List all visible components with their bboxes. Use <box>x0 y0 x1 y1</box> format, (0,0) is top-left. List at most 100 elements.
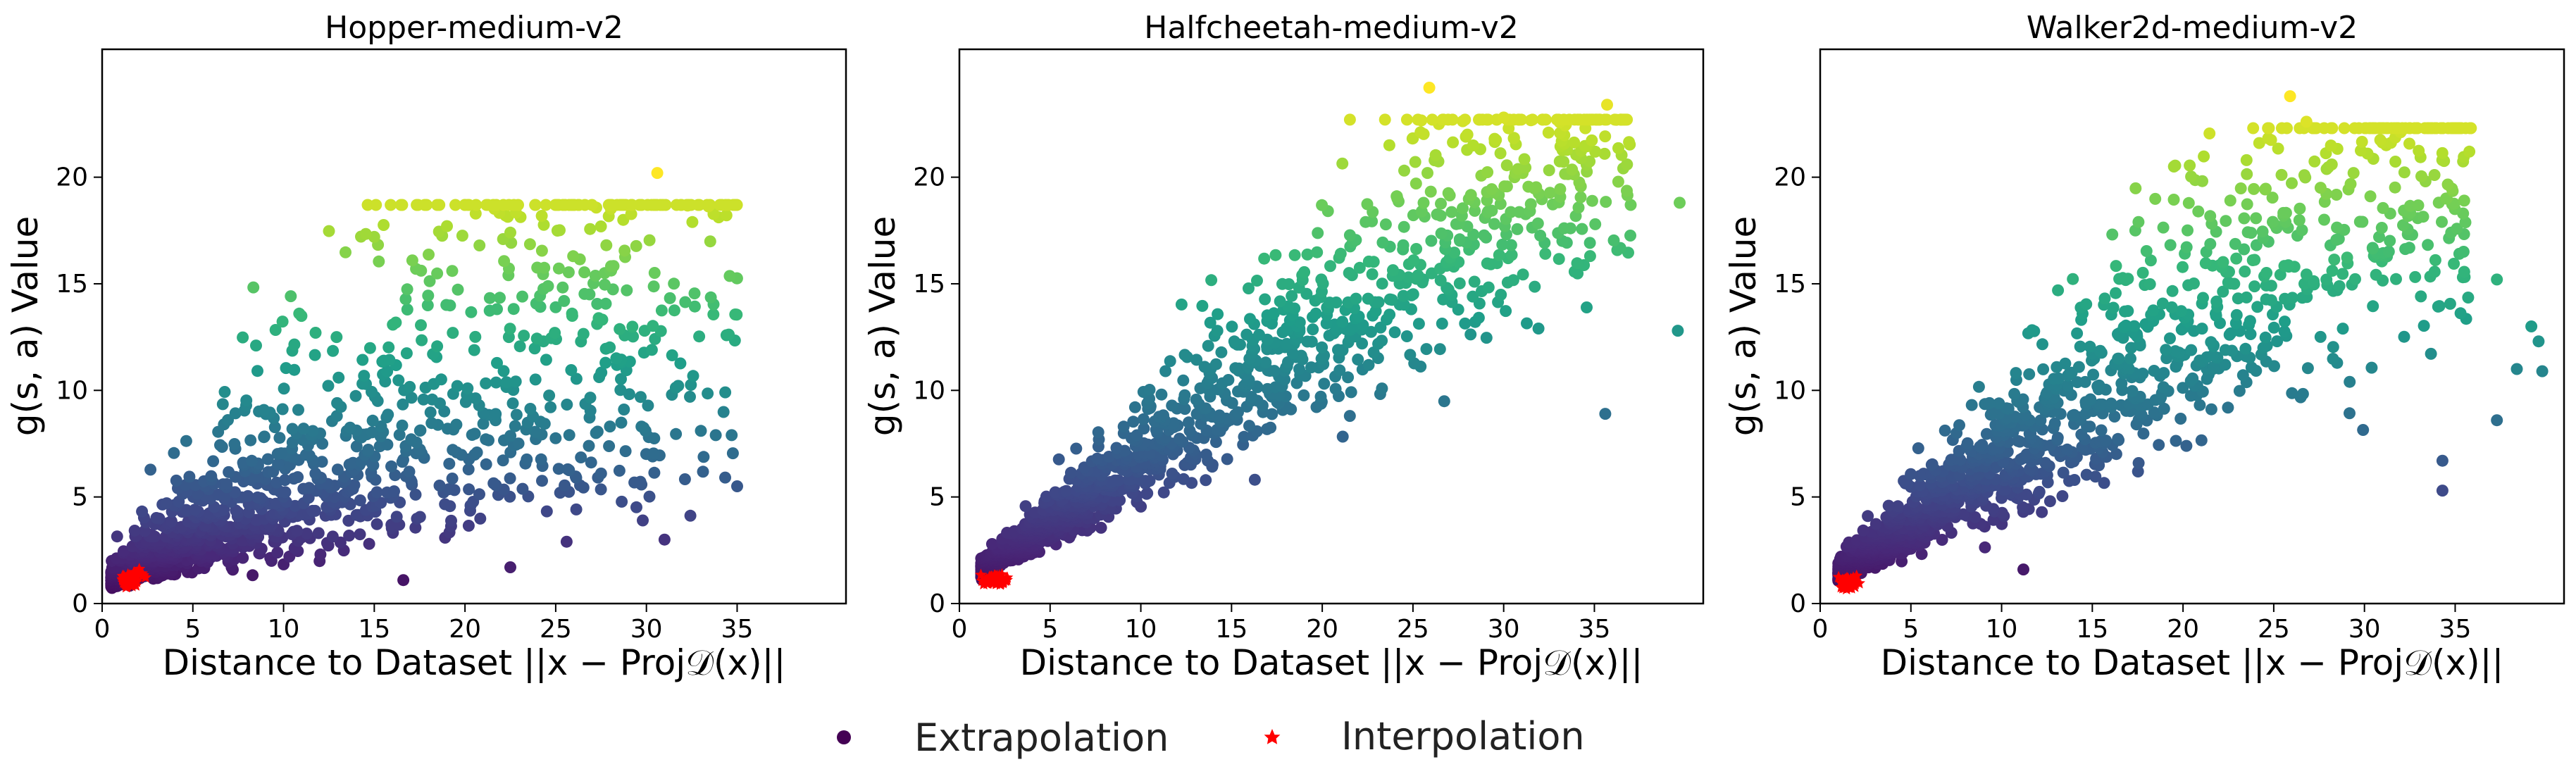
extrapolation-point <box>2353 216 2366 228</box>
interpolation-point <box>133 563 146 575</box>
extrapolation-point <box>332 371 345 384</box>
extrapolation-point <box>2248 182 2260 195</box>
extrapolation-point <box>497 365 510 377</box>
extrapolation-point <box>276 403 289 416</box>
extrapolation-point <box>630 239 642 252</box>
extrapolation-point <box>2298 277 2310 290</box>
extrapolation-point <box>385 460 397 473</box>
extrapolation-point <box>1366 215 1379 227</box>
extrapolation-point <box>1128 401 1141 413</box>
legend-label-interpolation: Interpolation <box>1341 714 1585 758</box>
extrapolation-point <box>578 287 591 300</box>
extrapolation-point <box>1221 453 1233 466</box>
extrapolation-point <box>417 393 430 406</box>
extrapolation-point <box>1539 113 1552 126</box>
extrapolation-point <box>678 473 691 485</box>
extrapolation-point <box>1553 155 1566 168</box>
extrapolation-point <box>2180 439 2193 452</box>
extrapolation-point <box>2392 122 2405 135</box>
extrapolation-point <box>2204 210 2217 223</box>
extrapolation-point <box>1155 388 1168 401</box>
extrapolation-point <box>2222 276 2234 289</box>
extrapolation-point <box>1281 337 1293 350</box>
extrapolation-point <box>2458 266 2470 278</box>
extrapolation-point <box>560 535 573 548</box>
extrapolation-point <box>2413 144 2425 157</box>
extrapolation-point <box>469 330 482 343</box>
extrapolation-point <box>1141 487 1154 499</box>
extrapolation-point <box>423 275 436 287</box>
extrapolation-point <box>244 434 257 446</box>
extrapolation-point <box>1266 408 1278 420</box>
extrapolation-point <box>2169 159 2182 172</box>
extrapolation-point <box>1574 191 1587 204</box>
extrapolation-point <box>614 384 627 396</box>
extrapolation-point <box>2166 285 2179 297</box>
extrapolation-point <box>1215 346 1228 358</box>
subplot-title: Walker2d-medium-v2 <box>2027 10 2358 46</box>
extrapolation-point <box>614 323 626 335</box>
extrapolation-point <box>2026 324 2039 337</box>
extrapolation-point <box>651 167 664 180</box>
extrapolation-point <box>1445 206 1458 218</box>
extrapolation-point <box>366 414 379 427</box>
extrapolation-point <box>536 475 548 487</box>
extrapolation-point <box>529 199 542 211</box>
extrapolation-point <box>2132 457 2145 469</box>
extrapolation-point <box>1496 238 1509 251</box>
extrapolation-point <box>2445 122 2458 135</box>
extrapolation-point <box>2188 277 2200 289</box>
extrapolation-point <box>2260 279 2272 292</box>
extrapolation-point <box>635 391 647 404</box>
y-tick-label: 15 <box>1774 270 1806 299</box>
extrapolation-point <box>1336 316 1349 328</box>
extrapolation-point <box>405 433 418 446</box>
extrapolation-point <box>613 464 626 477</box>
extrapolation-point <box>562 266 575 279</box>
extrapolation-point <box>985 538 998 550</box>
extrapolation-point <box>1476 113 1489 126</box>
extrapolation-point <box>136 505 149 518</box>
extrapolation-point <box>309 327 322 339</box>
extrapolation-point <box>344 421 356 434</box>
extrapolation-point <box>1433 343 1446 356</box>
extrapolation-point <box>2436 454 2449 467</box>
extrapolation-point <box>2120 319 2132 332</box>
extrapolation-point <box>2157 381 2170 394</box>
extrapolation-point <box>1388 326 1401 339</box>
extrapolation-point <box>600 239 613 251</box>
extrapolation-point <box>2398 330 2410 343</box>
extrapolation-point <box>309 467 322 480</box>
extrapolation-point <box>220 478 233 490</box>
extrapolation-point <box>2272 142 2284 155</box>
extrapolation-point <box>401 304 413 316</box>
extrapolation-point <box>1505 239 1517 251</box>
extrapolation-point <box>2412 199 2425 212</box>
extrapolation-point <box>1222 374 1235 386</box>
extrapolation-point <box>394 199 407 211</box>
extrapolation-point <box>1400 330 1413 342</box>
extrapolation-point <box>2282 259 2295 272</box>
extrapolation-point <box>518 330 530 342</box>
extrapolation-point <box>382 341 395 354</box>
extrapolation-point <box>293 307 306 320</box>
extrapolation-point <box>1336 157 1349 170</box>
extrapolation-point <box>566 307 578 320</box>
extrapolation-point <box>2110 448 2122 461</box>
extrapolation-point <box>2067 273 2079 285</box>
extrapolation-point <box>183 470 196 483</box>
extrapolation-point <box>273 432 286 444</box>
extrapolation-point <box>477 418 490 430</box>
extrapolation-point <box>1343 113 1356 126</box>
extrapolation-point <box>1515 113 1528 126</box>
extrapolation-point <box>575 451 587 463</box>
extrapolation-point <box>2403 242 2415 254</box>
extrapolation-point <box>540 505 553 518</box>
extrapolation-point <box>1213 409 1226 422</box>
extrapolation-point <box>2048 417 2061 430</box>
extrapolation-point <box>2017 501 2029 513</box>
extrapolation-point <box>258 430 270 443</box>
extrapolation-point <box>2260 293 2272 306</box>
extrapolation-point <box>483 292 496 304</box>
